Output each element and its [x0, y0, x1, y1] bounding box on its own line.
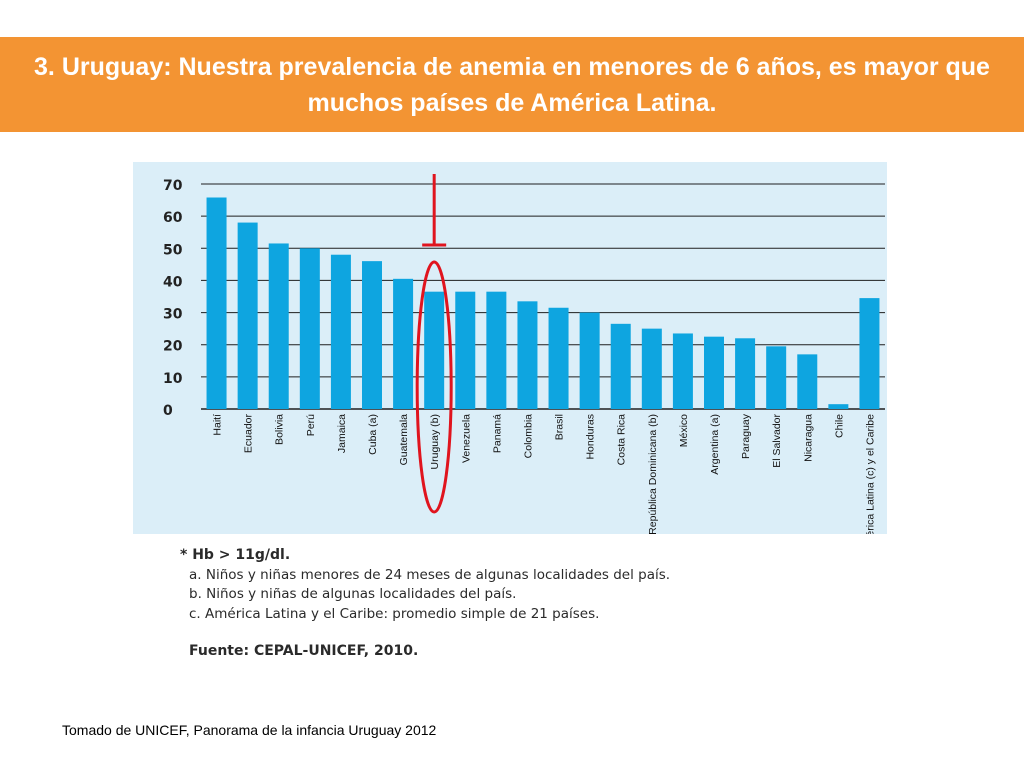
- y-tick-label: 50: [163, 242, 183, 258]
- x-category-label: Haití: [212, 414, 224, 436]
- footer-credit: Tomado de UNICEF, Panorama de la infanci…: [62, 722, 437, 738]
- bar: [610, 323, 631, 409]
- x-category-label: Jamaica: [336, 414, 348, 453]
- bar: [299, 248, 320, 409]
- chart-notes: * Hb > 11g/dl. a. Niños y niñas menores …: [180, 546, 900, 662]
- x-category-label: Honduras: [585, 414, 597, 460]
- y-tick-label: 60: [163, 210, 183, 226]
- x-category-label: Cuba (a): [367, 414, 379, 455]
- x-category-label: Argentina (a): [709, 414, 721, 475]
- x-category-label: Nicaragua: [802, 414, 814, 462]
- x-category-label: El Salvador: [771, 414, 783, 468]
- slide-title: 3. Uruguay: Nuestra prevalencia de anemi…: [34, 52, 990, 117]
- x-category-label: Guatemala: [398, 414, 410, 466]
- chart-panel: 0 10 20 30 40 50 60 70 Haití Ecuador Bolivia Perú Ja…: [133, 162, 887, 534]
- bar: [517, 301, 538, 409]
- bar: [455, 291, 476, 409]
- bar: [268, 243, 289, 409]
- note-a: a. Niños y niñas menores de 24 meses de …: [189, 566, 671, 583]
- y-tick-label: 0: [163, 403, 173, 419]
- bar: [330, 254, 351, 409]
- anemia-bar-chart: 0 10 20 30 40 50 60 70 Haití Ecuador Bolivia Perú Ja…: [163, 174, 885, 534]
- y-tick-label: 10: [163, 371, 183, 387]
- note-source: Fuente: CEPAL-UNICEF, 2010.: [189, 643, 419, 659]
- x-category-label: Brasil: [554, 414, 566, 440]
- bar: [424, 291, 445, 409]
- x-category-label: América Latina (c) y el Caribe: [864, 414, 876, 534]
- y-tick-label: 20: [163, 339, 183, 355]
- bar: [828, 404, 849, 409]
- x-category-label: Colombia: [522, 414, 534, 459]
- bar: [579, 312, 600, 409]
- y-tick-label: 70: [163, 178, 183, 194]
- bar: [641, 328, 662, 409]
- bar: [766, 346, 787, 409]
- bar: [486, 291, 507, 409]
- bar: [362, 261, 382, 409]
- highlight-ellipse: [415, 260, 453, 514]
- bar: [797, 354, 818, 409]
- x-category-label: Paraguay: [740, 413, 752, 459]
- title-banner: 3. Uruguay: Nuestra prevalencia de anemi…: [0, 37, 1024, 132]
- bar: [672, 333, 693, 409]
- bar: [548, 307, 569, 409]
- x-category-label: México: [678, 414, 690, 447]
- bar: [393, 278, 414, 409]
- bar: [206, 197, 227, 409]
- x-category-label: Ecuador: [243, 413, 255, 453]
- note-b: b. Niños y niñas de algunas localidades …: [189, 586, 517, 602]
- x-category-label: Perú: [305, 414, 317, 436]
- x-category-label: Venezuela: [460, 414, 472, 463]
- y-tick-label: 40: [163, 274, 183, 290]
- x-category-label: Panamá: [491, 414, 503, 453]
- x-category-label: Uruguay (b): [429, 414, 441, 469]
- x-category-label: República Dominicana (b): [647, 414, 659, 534]
- x-category-label: Bolivia: [274, 414, 286, 445]
- bar: [859, 298, 880, 409]
- bar: [735, 338, 756, 409]
- x-category-label: Chile: [833, 414, 845, 438]
- y-tick-label: 30: [163, 307, 183, 323]
- note-hb: * Hb > 11g/dl.: [180, 547, 291, 563]
- x-category-label: Costa Rica: [616, 414, 628, 466]
- bar: [237, 222, 258, 409]
- bar: [704, 336, 724, 409]
- note-c: c. América Latina y el Caribe: promedio …: [189, 605, 600, 622]
